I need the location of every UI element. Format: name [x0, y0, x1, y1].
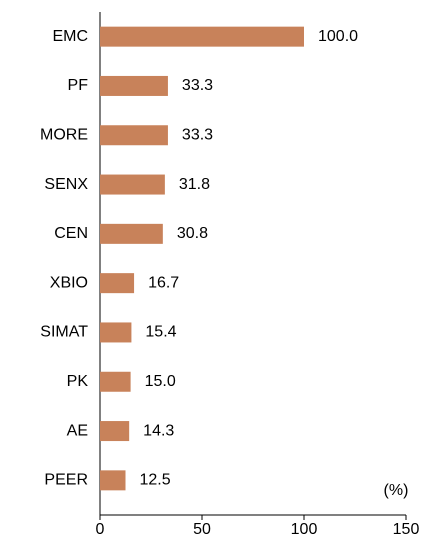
- bar: [100, 174, 165, 195]
- value-label: 14.3: [143, 422, 174, 439]
- x-tick-label: 50: [193, 521, 211, 537]
- value-label: 30.8: [177, 225, 208, 242]
- y-tick-label: AE: [67, 422, 88, 439]
- y-tick-label: PF: [68, 77, 89, 94]
- bar: [100, 75, 168, 96]
- y-tick-label: MORE: [40, 126, 88, 143]
- bar: [100, 322, 132, 343]
- y-tick-label: XBIO: [50, 274, 88, 291]
- bar: [100, 371, 131, 392]
- y-tick-label: SIMAT: [40, 324, 88, 341]
- x-axis-label: (%): [384, 482, 409, 499]
- value-label: 33.3: [182, 126, 213, 143]
- bar: [100, 125, 168, 146]
- value-label: 31.8: [179, 176, 210, 193]
- bar: [100, 273, 135, 294]
- bar: [100, 223, 163, 244]
- x-tick-label: 150: [393, 521, 420, 537]
- x-tick-label: 100: [291, 521, 318, 537]
- bar: [100, 470, 126, 491]
- value-label: 15.0: [145, 373, 176, 390]
- value-label: 12.5: [140, 472, 171, 489]
- y-tick-label: SENX: [44, 176, 88, 193]
- value-label: 16.7: [148, 274, 179, 291]
- y-tick-label: PK: [67, 373, 89, 390]
- y-tick-label: PEER: [44, 472, 88, 489]
- value-label: 33.3: [182, 77, 213, 94]
- bar: [100, 421, 130, 442]
- x-tick-label: 0: [96, 521, 105, 537]
- value-label: 100.0: [318, 28, 358, 45]
- value-label: 15.4: [145, 324, 176, 341]
- bar: [100, 26, 304, 47]
- y-tick-label: CEN: [54, 225, 88, 242]
- y-tick-label: EMC: [52, 28, 88, 45]
